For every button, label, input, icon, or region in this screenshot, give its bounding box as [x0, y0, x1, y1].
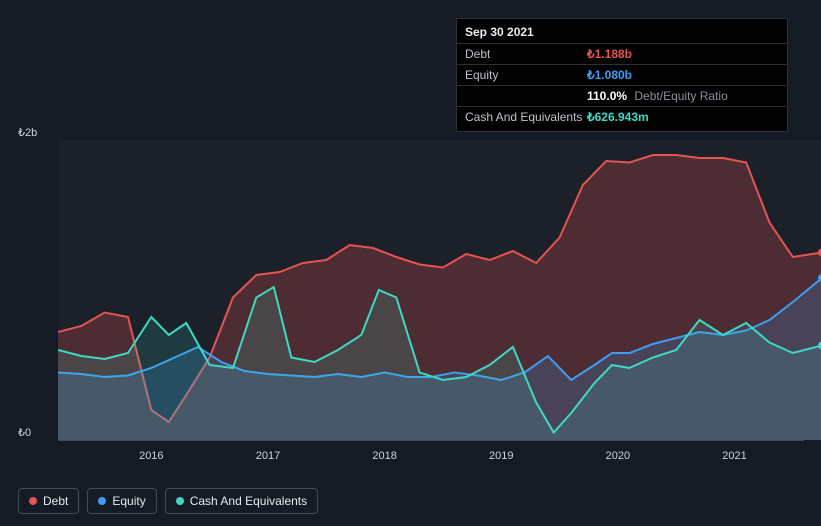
tooltip-row-label: Equity	[465, 67, 587, 83]
tooltip-row: 110.0% Debt/Equity Ratio	[457, 86, 787, 107]
gridline	[58, 440, 804, 441]
x-axis-label: 2017	[256, 450, 280, 462]
tooltip-row: Debt₺1.188b	[457, 44, 787, 65]
x-axis-label: 2018	[372, 450, 396, 462]
tooltip-row-label	[465, 88, 587, 104]
chart-tooltip: Sep 30 2021 Debt₺1.188bEquity₺1.080b110.…	[456, 18, 788, 132]
chart-legend: Debt Equity Cash And Equivalents	[18, 488, 318, 514]
x-axis-label: 2016	[139, 450, 163, 462]
x-axis-label: 2019	[489, 450, 513, 462]
legend-dot-icon	[98, 497, 106, 505]
legend-dot-icon	[176, 497, 184, 505]
tooltip-row-value: ₺626.943m	[587, 109, 649, 125]
tooltip-row-label: Debt	[465, 46, 587, 62]
chart-plot-area	[58, 140, 821, 440]
y-axis-label: ₺2b	[18, 126, 37, 139]
tooltip-row-value: ₺1.080b	[587, 67, 632, 83]
tooltip-row-value: ₺1.188b	[587, 46, 632, 62]
y-axis-label: ₺0	[18, 426, 31, 439]
legend-item-equity[interactable]: Equity	[87, 488, 156, 514]
debt-equity-chart: Sep 30 2021 Debt₺1.188bEquity₺1.080b110.…	[18, 0, 804, 510]
legend-dot-icon	[29, 497, 37, 505]
x-axis-label: 2020	[606, 450, 630, 462]
x-axis-label: 2021	[722, 450, 746, 462]
legend-item-cash-and-equivalents[interactable]: Cash And Equivalents	[165, 488, 318, 514]
tooltip-row-label: Cash And Equivalents	[465, 109, 587, 125]
tooltip-row: Cash And Equivalents₺626.943m	[457, 107, 787, 127]
legend-label: Equity	[112, 494, 145, 508]
legend-label: Debt	[43, 494, 68, 508]
tooltip-row: Equity₺1.080b	[457, 65, 787, 86]
tooltip-row-value: 110.0% Debt/Equity Ratio	[587, 88, 728, 104]
legend-label: Cash And Equivalents	[190, 494, 307, 508]
legend-item-debt[interactable]: Debt	[18, 488, 79, 514]
tooltip-date: Sep 30 2021	[457, 23, 787, 44]
